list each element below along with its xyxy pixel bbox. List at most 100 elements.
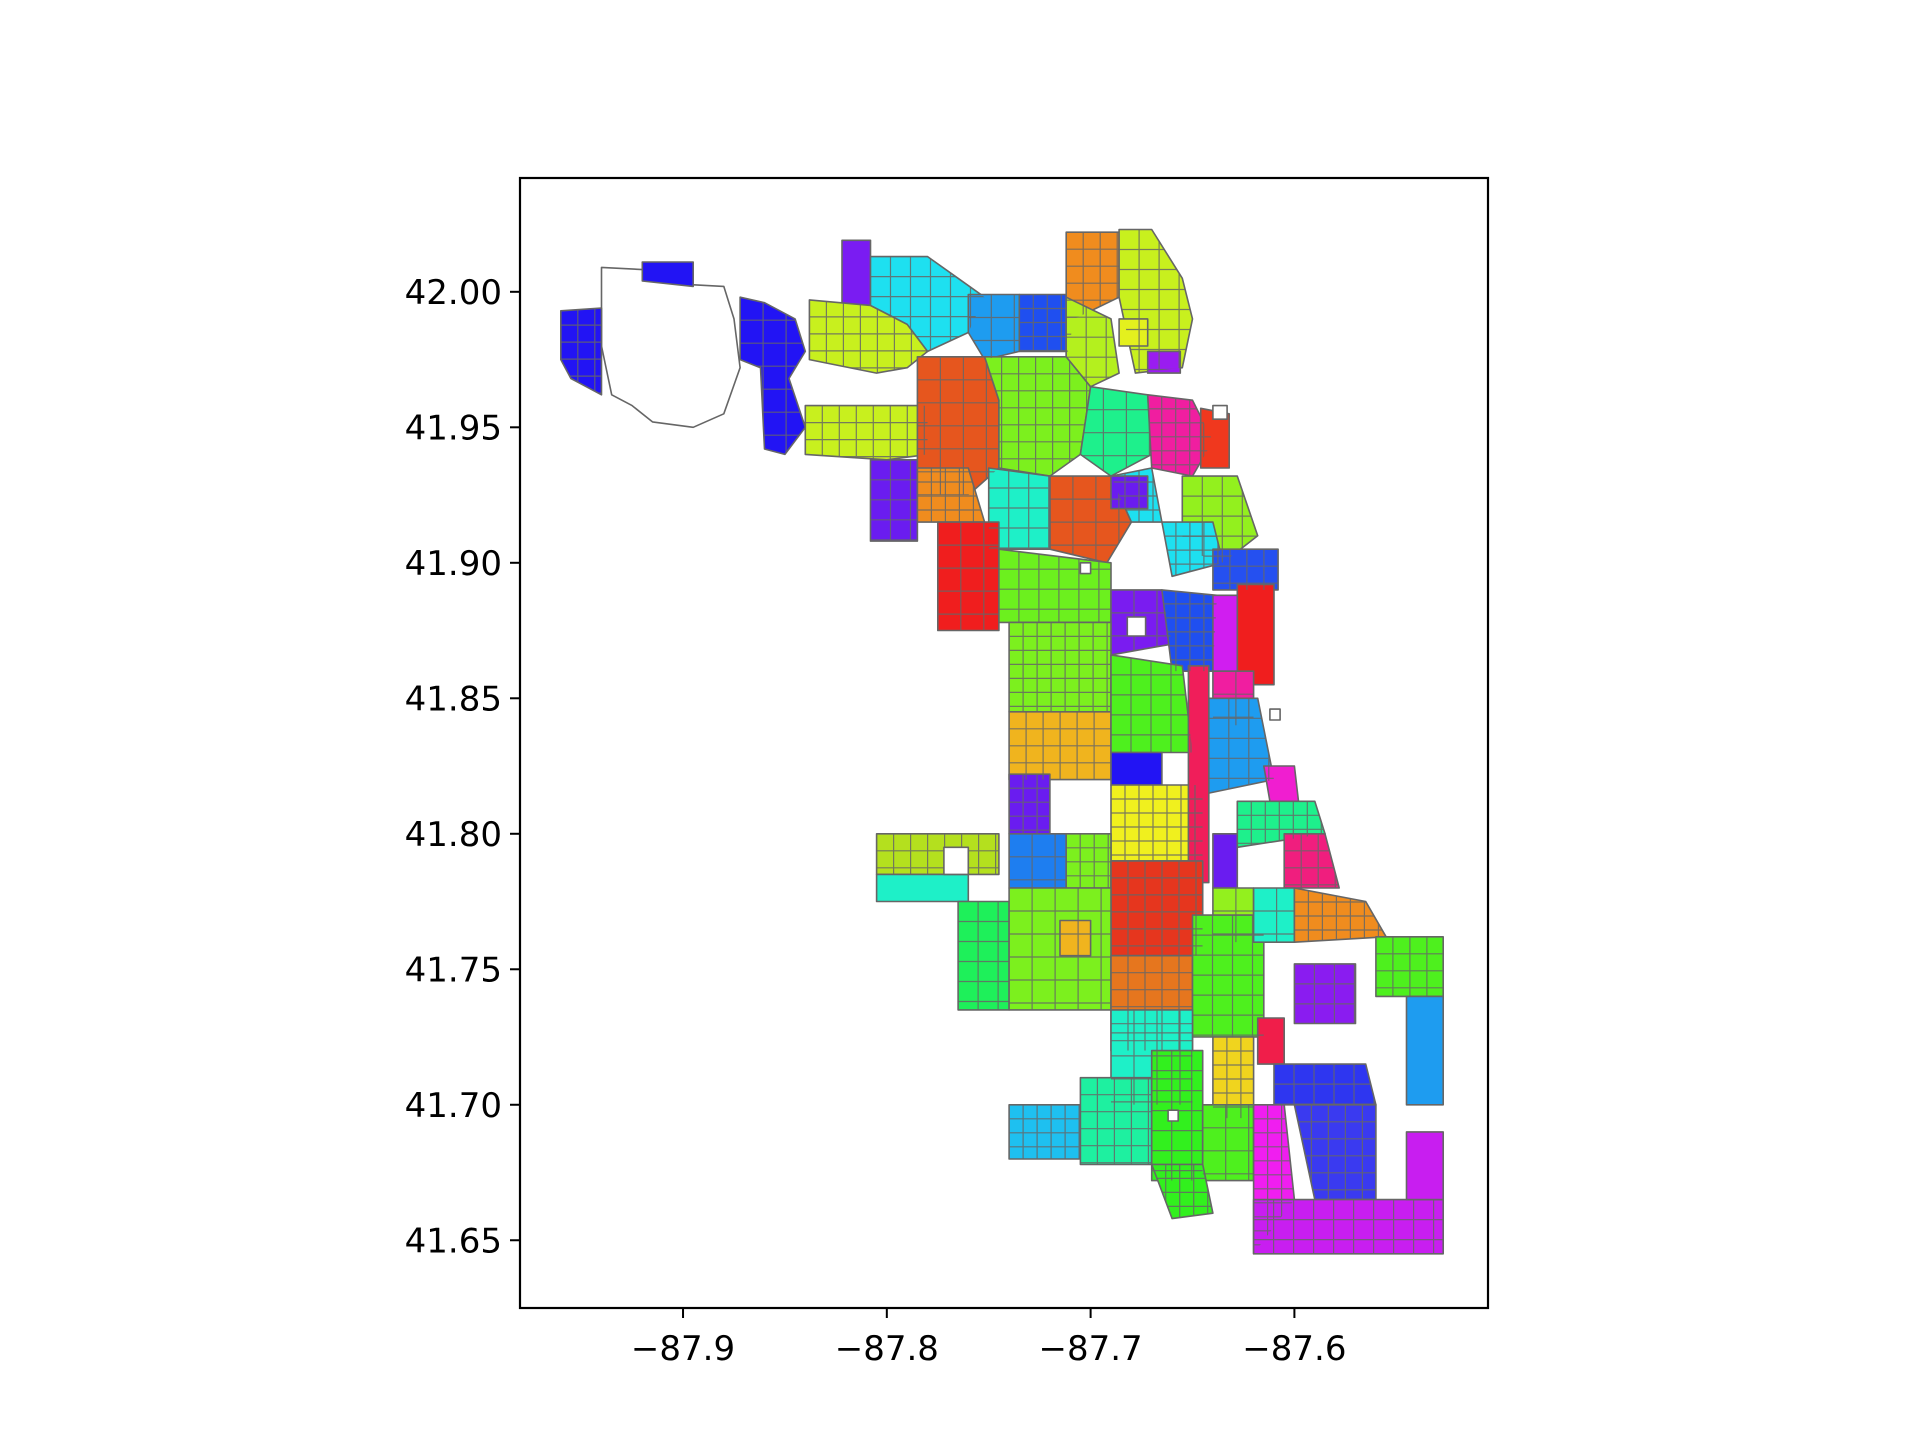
tract-lines-beverly: [1080, 1077, 1152, 1165]
tract-grid: [1009, 888, 1111, 1010]
region-new-city: [1110, 860, 1204, 957]
tract-lines-norwood-lower: [805, 405, 928, 460]
tract-grid: [1019, 294, 1067, 352]
region-fuller-park: [1212, 832, 1239, 889]
tract-lines-north-park: [968, 294, 1020, 360]
tract-lines-avalon-park: [1294, 963, 1356, 1024]
tract-grid: [968, 294, 1020, 360]
x-tick-label: −87.6: [1242, 1329, 1346, 1369]
y-tick-label: 41.90: [405, 544, 502, 584]
unshaded-hole-1: [1126, 616, 1147, 637]
tract-lines-gage-park: [1009, 833, 1067, 888]
tract-grid: [740, 297, 806, 455]
region-north-center: [1079, 385, 1153, 477]
region-ashburn: [1008, 1104, 1082, 1160]
region-clearing: [875, 873, 970, 903]
region-near-north: [1212, 548, 1279, 591]
region-norwood-lower: [804, 404, 929, 461]
tract-lines-lincoln-park: [1182, 476, 1258, 563]
tract-grid: [958, 901, 1010, 1010]
tract-lines-ohare-west: [560, 308, 602, 395]
y-tick-label: 41.80: [405, 815, 502, 855]
tract-lines-rogers-park-lake: [1119, 229, 1193, 374]
tract-lines-lake-calumet: [1294, 1104, 1376, 1200]
region-armour-square: [1110, 751, 1163, 786]
tract-grid: [1182, 476, 1258, 563]
region-beverly: [1079, 1076, 1153, 1166]
tract-grid: [1009, 711, 1111, 780]
tract-grid: [1202, 1104, 1254, 1181]
tract-grid: [560, 308, 602, 395]
region-riverdale: [1252, 1198, 1444, 1255]
tract-lines-humboldt-park: [998, 549, 1111, 623]
tract-lines-morgan-park: [1151, 1164, 1213, 1219]
region-lower-west: [1110, 654, 1194, 754]
unshaded-hole-4: [1269, 708, 1281, 721]
region-west-elsdon: [1065, 832, 1112, 889]
tract-lines-hermosa: [988, 468, 1050, 550]
region-edison-park: [841, 239, 872, 307]
x-tick-label: −87.7: [1039, 1329, 1143, 1369]
region-chatham-red: [1256, 1017, 1285, 1065]
tract-lines-portage-park: [917, 356, 999, 496]
tract-lines-west-elsdon: [1066, 833, 1111, 888]
region-uptown-purple: [1146, 350, 1182, 374]
tract-lines-auburn-gresham: [1111, 1009, 1193, 1105]
x-tick-label: −87.9: [631, 1329, 735, 1369]
tract-grid: [1111, 860, 1203, 956]
tract-lines-new-city: [1111, 860, 1203, 956]
tract-lines-lincoln-square: [1066, 297, 1120, 387]
tract-lines-forest-glen: [870, 256, 985, 352]
tract-lines-chicago-lawn: [1009, 888, 1111, 1010]
region-avalon-park: [1293, 963, 1357, 1025]
tract-grid: [1009, 1104, 1081, 1159]
unshaded-hole-2: [1212, 404, 1228, 421]
tract-grid: [1161, 522, 1224, 577]
tract-grid: [1080, 1077, 1152, 1165]
tract-lines-chatham: [1212, 1037, 1254, 1119]
region-humboldt-park: [998, 548, 1112, 624]
axes-frame: [518, 176, 1490, 1310]
tract-lines-near-north: [1212, 549, 1279, 590]
tract-grid: [1212, 671, 1254, 726]
tract-grid: [1049, 476, 1132, 563]
tract-grid: [1294, 1104, 1376, 1200]
tract-grid: [1212, 549, 1279, 590]
tract-grid: [1111, 468, 1162, 523]
tract-grid: [1009, 833, 1067, 888]
tract-grid: [870, 459, 918, 542]
tract-grid: [1161, 589, 1217, 672]
tract-grid: [1111, 955, 1193, 1051]
tract-grid: [1111, 785, 1203, 861]
y-tick-label: 41.65: [405, 1221, 502, 1261]
tract-grid: [988, 468, 1050, 550]
tract-lines-north-lawndale: [1009, 622, 1111, 712]
region-ohare-north: [641, 261, 695, 288]
tract-grid: [1192, 915, 1264, 1037]
tract-grid: [1294, 963, 1356, 1024]
region-roseland: [1201, 1104, 1255, 1182]
tract-grid: [937, 522, 999, 631]
tract-lines-riverdale: [1253, 1199, 1444, 1254]
unshaded-hole-3: [1079, 561, 1092, 575]
tract-grid: [809, 299, 928, 374]
region-edgewater: [1118, 318, 1149, 347]
tract-lines-south-chicago-e: [1375, 936, 1444, 997]
y-tick-label: 42.00: [405, 273, 502, 313]
tract-grid: [1253, 1199, 1444, 1254]
tract-grid: [1151, 1164, 1213, 1219]
tract-lines-near-west: [1161, 589, 1217, 672]
x-axis: −87.9 −87.8 −87.7 −87.6: [631, 1308, 1347, 1369]
y-tick-label: 41.70: [405, 1086, 502, 1126]
region-rail-corridor: [1187, 664, 1210, 884]
tract-lines-ohare-east: [740, 297, 806, 455]
tract-grid: [1212, 1037, 1254, 1119]
tract-grid: [917, 356, 999, 496]
tract-lines-lakeview: [1147, 394, 1213, 477]
tract-grid: [1253, 888, 1295, 943]
tract-lines-albany-park-n: [1019, 294, 1067, 352]
region-north-park: [967, 293, 1021, 361]
holes-layer: [943, 404, 1281, 1122]
tract-grid: [1009, 774, 1050, 834]
